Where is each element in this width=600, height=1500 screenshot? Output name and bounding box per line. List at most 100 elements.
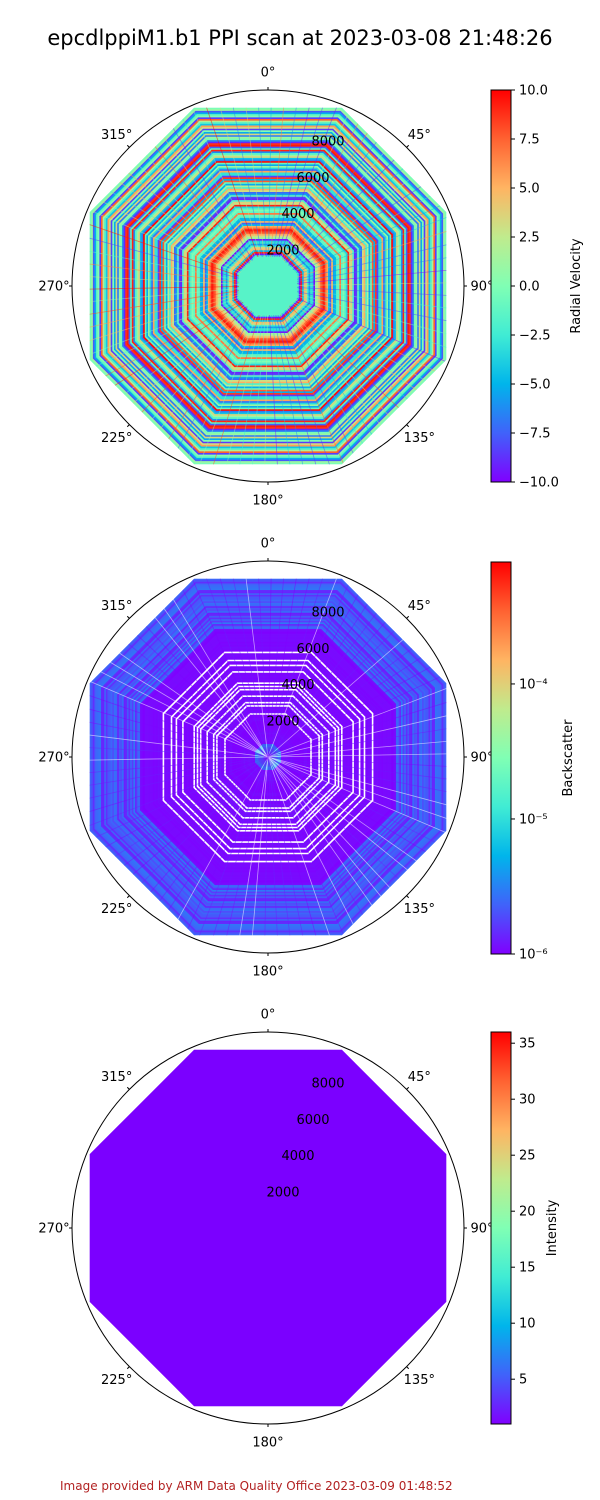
colorbar-tick-label: 20	[519, 1205, 536, 1220]
scan-beam	[267, 285, 365, 465]
scan-beam	[267, 267, 447, 287]
scan-beam	[267, 578, 287, 758]
scan-beam	[267, 756, 338, 936]
scan-beam	[117, 756, 269, 908]
angle-tick-label: 45°	[408, 1070, 431, 1085]
scan-beam	[171, 107, 269, 287]
scan-beam	[89, 285, 269, 305]
scan-area	[89, 578, 447, 936]
scan-beam	[267, 237, 447, 287]
colorbar-tick-label: 5.0	[519, 182, 540, 197]
scan-beam	[89, 756, 269, 762]
scan-beam	[267, 285, 447, 342]
colorbar-tick-label: 25	[519, 1149, 536, 1164]
angle-tick-label: 135°	[404, 431, 435, 446]
scan-beam	[267, 756, 447, 854]
scan-beam	[267, 285, 447, 383]
ppi-panel-1: 0° 45° 90° 135° 180° 225° 270° 315° 2000 4000 6000…	[38, 66, 584, 509]
scan-beam	[164, 756, 269, 936]
scan-beam	[171, 578, 269, 758]
scan-beam	[267, 285, 414, 442]
scan-beam	[219, 756, 269, 936]
scan-beam	[89, 216, 269, 287]
scan-fill	[89, 1049, 447, 1407]
scan-beam	[267, 708, 447, 758]
scan-beam	[89, 673, 269, 758]
scan-beam	[89, 285, 269, 390]
scan-beam	[89, 756, 269, 820]
scan-beam	[267, 723, 447, 758]
angle-tick-label: 225°	[101, 902, 132, 917]
radial-tick-label: 6000	[296, 171, 329, 186]
colorbar-tick-label: 10⁻⁶	[519, 948, 548, 963]
colorbar-tick-label: 0.0	[519, 280, 540, 295]
scan-beam	[267, 756, 414, 913]
colorbar-tick-label: −5.0	[519, 378, 551, 393]
scan-beam	[89, 756, 269, 776]
scan-beam	[89, 756, 269, 791]
angle-tick-label: 135°	[404, 1373, 435, 1388]
scan-beam	[267, 285, 309, 465]
scan-beam	[89, 687, 269, 758]
angle-tick-label: 45°	[408, 128, 431, 143]
angle-tick-label: 225°	[101, 431, 132, 446]
radial-tick-label: 6000	[296, 1113, 329, 1128]
scan-beam	[93, 163, 269, 287]
scan-beam	[212, 578, 269, 758]
scan-beam	[267, 195, 447, 287]
scan-beam	[241, 578, 269, 758]
angle-tick-label: 180°	[252, 494, 283, 509]
scan-beam	[205, 756, 269, 936]
scan-beam	[164, 285, 269, 465]
scan-beam	[267, 209, 447, 287]
angle-tick-label: 270°	[38, 751, 69, 766]
scan-beam	[128, 285, 269, 447]
scan-beam	[89, 756, 269, 806]
scan-beam	[122, 130, 269, 287]
colorbar-tick-label: 10	[519, 1317, 536, 1332]
scan-beam	[107, 285, 269, 426]
scan-beam	[134, 591, 269, 758]
radial-tick-label: 2000	[266, 1185, 299, 1200]
scan-beam	[158, 578, 269, 758]
scan-beam	[89, 285, 269, 402]
scan-beam	[89, 285, 269, 291]
scan-beam	[89, 274, 269, 287]
scan-area	[89, 107, 447, 465]
scan-beam	[263, 285, 269, 465]
colorbar-tick-label: 10.0	[519, 84, 548, 99]
radial-tick-label: 2000	[266, 243, 299, 258]
scan-beam	[267, 107, 302, 287]
angle-tick	[126, 144, 130, 148]
scan-beam	[89, 285, 269, 335]
scan-beam	[191, 756, 269, 936]
angle-tick	[406, 895, 410, 899]
scan-beam	[267, 756, 447, 867]
scan-beam	[89, 647, 269, 758]
scan-beam	[267, 285, 447, 327]
colorbar-tick-label: 35	[519, 1037, 536, 1052]
scan-beam	[267, 285, 338, 465]
scan-beam	[267, 756, 324, 936]
scan-beam	[205, 285, 269, 465]
scan-beam	[267, 694, 447, 758]
scan-beam	[267, 756, 443, 880]
angle-tick-label: 45°	[408, 599, 431, 614]
scan-beam	[98, 285, 269, 415]
scan-beam	[267, 107, 287, 287]
scan-beam	[89, 189, 269, 287]
angle-tick-label: 315°	[101, 128, 132, 143]
angle-tick-label: 180°	[252, 1436, 283, 1451]
scan-beam	[267, 617, 429, 758]
angle-tick	[126, 1086, 130, 1090]
angle-tick	[406, 1086, 410, 1090]
scan-beam	[234, 756, 269, 936]
scan-beam	[249, 756, 269, 936]
scan-beam	[198, 107, 269, 287]
scan-beam	[89, 285, 269, 320]
scan-beam	[267, 756, 447, 813]
colorbar-tick-label: −10.0	[519, 476, 559, 491]
angle-tick-label: 315°	[101, 1070, 132, 1085]
scan-beam	[267, 285, 443, 409]
angle-tick	[406, 615, 410, 619]
